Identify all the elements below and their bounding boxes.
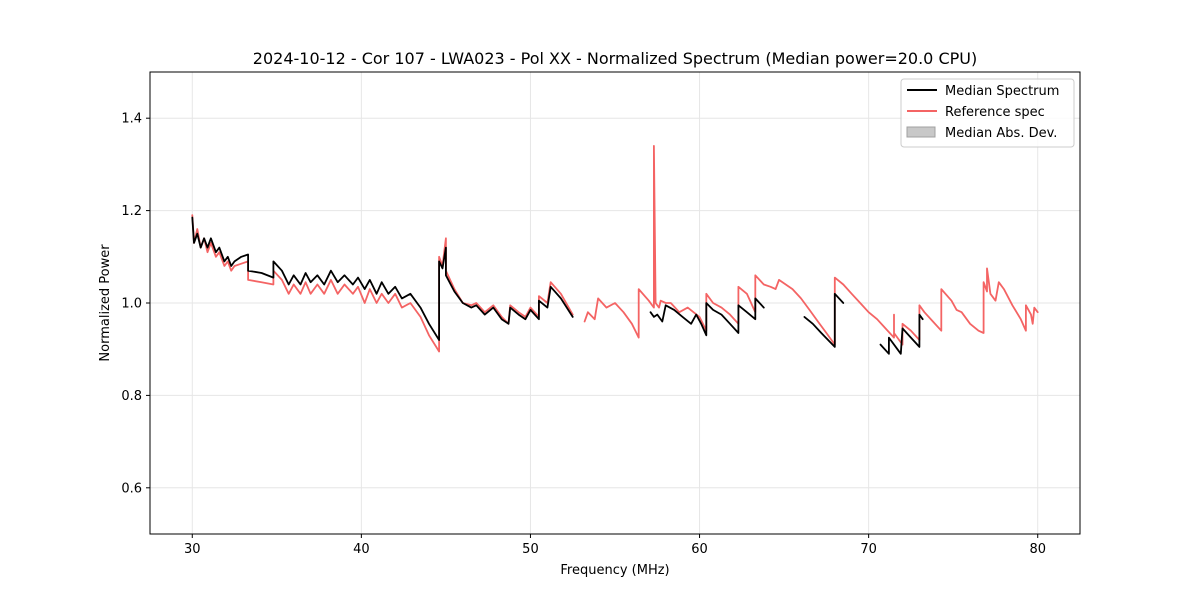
y-tick-label: 1.4 bbox=[121, 112, 142, 127]
x-tick-label: 40 bbox=[353, 542, 370, 557]
series-line-median-spectrum-segment-2 bbox=[649, 297, 765, 337]
series-line-reference-spec-segment-1 bbox=[191, 214, 574, 353]
y-tick-label: 1.0 bbox=[121, 297, 142, 312]
axis-ticks: 30 40 50 60 70 80 0.6 0.8 1.0 1.2 1.4 bbox=[121, 112, 1046, 557]
x-tick-label: 30 bbox=[184, 542, 201, 557]
x-tick-label: 70 bbox=[860, 542, 877, 557]
series-line-median-spectrum-segment-3 bbox=[803, 292, 845, 348]
y-tick-label: 0.6 bbox=[121, 481, 142, 496]
legend-label-median-spectrum: Median Spectrum bbox=[945, 84, 1059, 99]
series-group bbox=[191, 144, 1039, 355]
legend-patch-median-abs-dev bbox=[906, 126, 936, 138]
x-tick-label: 80 bbox=[1029, 542, 1046, 557]
y-axis-label: Normalized Power bbox=[98, 244, 113, 362]
y-tick-label: 1.2 bbox=[121, 204, 142, 219]
y-tick-label: 0.8 bbox=[121, 389, 142, 404]
x-axis-label: Frequency (MHz) bbox=[560, 563, 669, 578]
series-line-median-spectrum-segment-4 bbox=[879, 313, 924, 355]
series-line-median-spectrum-segment-1 bbox=[191, 216, 574, 341]
x-tick-label: 50 bbox=[522, 542, 539, 557]
legend-label-reference-spec: Reference spec bbox=[945, 105, 1045, 120]
legend-label-median-abs-dev: Median Abs. Dev. bbox=[945, 126, 1057, 141]
legend: Median Spectrum Reference spec Median Ab… bbox=[900, 78, 1075, 148]
chart-title: 2024-10-12 - Cor 107 - LWA023 - Pol XX -… bbox=[253, 49, 977, 68]
x-tick-label: 60 bbox=[691, 542, 708, 557]
legend-box bbox=[900, 78, 1075, 148]
